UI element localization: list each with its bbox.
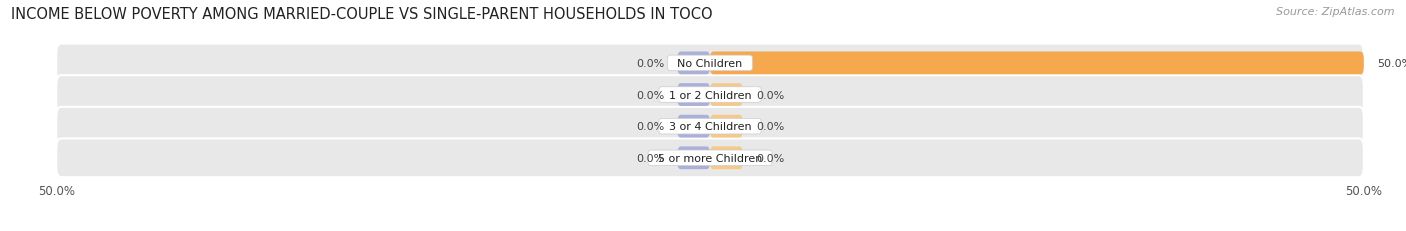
Text: No Children: No Children bbox=[671, 59, 749, 69]
FancyBboxPatch shape bbox=[56, 76, 1364, 114]
Text: 0.0%: 0.0% bbox=[636, 59, 664, 69]
Text: 1 or 2 Children: 1 or 2 Children bbox=[662, 90, 758, 100]
Text: 3 or 4 Children: 3 or 4 Children bbox=[662, 122, 758, 132]
Text: 0.0%: 0.0% bbox=[636, 90, 664, 100]
Text: 0.0%: 0.0% bbox=[636, 122, 664, 132]
Text: 0.0%: 0.0% bbox=[756, 122, 785, 132]
FancyBboxPatch shape bbox=[678, 52, 710, 75]
Text: 0.0%: 0.0% bbox=[756, 153, 785, 163]
FancyBboxPatch shape bbox=[678, 115, 710, 138]
FancyBboxPatch shape bbox=[678, 147, 710, 170]
FancyBboxPatch shape bbox=[710, 84, 742, 106]
Text: INCOME BELOW POVERTY AMONG MARRIED-COUPLE VS SINGLE-PARENT HOUSEHOLDS IN TOCO: INCOME BELOW POVERTY AMONG MARRIED-COUPL… bbox=[11, 7, 713, 22]
FancyBboxPatch shape bbox=[56, 139, 1364, 177]
Text: 5 or more Children: 5 or more Children bbox=[651, 153, 769, 163]
FancyBboxPatch shape bbox=[710, 52, 1364, 75]
FancyBboxPatch shape bbox=[678, 84, 710, 106]
Text: 0.0%: 0.0% bbox=[636, 153, 664, 163]
FancyBboxPatch shape bbox=[56, 44, 1364, 83]
Text: 50.0%: 50.0% bbox=[1376, 59, 1406, 69]
FancyBboxPatch shape bbox=[710, 147, 742, 170]
Legend: Married Couples, Single Parents: Married Couples, Single Parents bbox=[592, 227, 828, 231]
Text: Source: ZipAtlas.com: Source: ZipAtlas.com bbox=[1277, 7, 1395, 17]
Text: 0.0%: 0.0% bbox=[756, 90, 785, 100]
FancyBboxPatch shape bbox=[710, 115, 742, 138]
FancyBboxPatch shape bbox=[56, 107, 1364, 146]
